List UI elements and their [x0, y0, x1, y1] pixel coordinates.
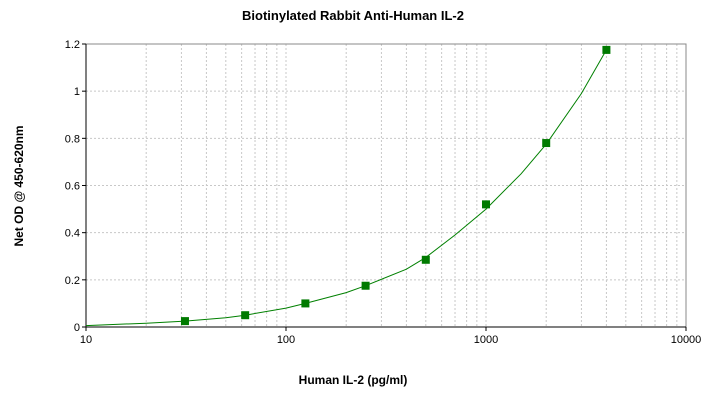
x-tick-label: 10: [80, 334, 92, 346]
y-tick-label: 0: [74, 322, 80, 334]
data-point: [241, 311, 250, 320]
y-tick-label: 0.2: [65, 275, 80, 287]
data-point: [602, 45, 611, 54]
data-point: [542, 139, 551, 148]
data-point: [421, 255, 430, 264]
chart-title: Biotinylated Rabbit Anti-Human IL-2: [242, 8, 464, 23]
y-tick-label: 0.6: [65, 181, 80, 193]
x-tick-label: 10000: [671, 334, 702, 346]
x-tick-label: 100: [277, 334, 295, 346]
y-tick-label: 1.2: [65, 39, 80, 51]
y-tick-label: 0.4: [65, 228, 80, 240]
data-point: [482, 200, 490, 209]
data-point: [301, 299, 310, 308]
x-axis-label: Human IL-2 (pg/ml): [298, 373, 408, 387]
x-tick-label: 1000: [474, 334, 498, 346]
y-tick-label: 1: [74, 86, 80, 98]
y-tick-label: 0.8: [65, 133, 80, 145]
data-point: [180, 317, 189, 326]
data-point: [361, 281, 370, 290]
